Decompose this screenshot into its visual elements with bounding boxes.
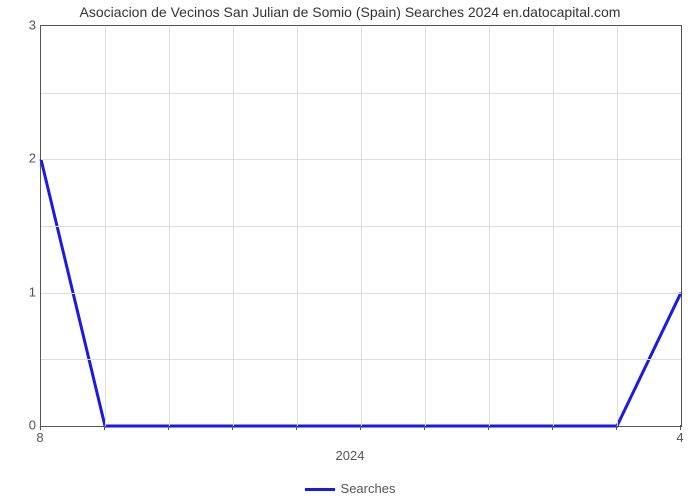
grid-line-vertical — [361, 26, 362, 426]
x-tick-mark — [424, 425, 425, 430]
legend-label: Searches — [341, 481, 396, 496]
y-tick-label: 3 — [6, 18, 36, 33]
x-tick-label-left: 8 — [36, 430, 43, 445]
x-tick-label-right: 4 — [676, 430, 683, 445]
x-tick-mark — [488, 425, 489, 430]
x-tick-mark — [360, 425, 361, 430]
x-tick-mark — [296, 425, 297, 430]
grid-line-vertical — [425, 26, 426, 426]
grid-line-vertical — [617, 26, 618, 426]
grid-line-vertical — [169, 26, 170, 426]
grid-line-vertical — [489, 26, 490, 426]
x-axis-label: 2024 — [0, 448, 700, 463]
chart-title: Asociacion de Vecinos San Julian de Somi… — [0, 4, 700, 20]
x-tick-mark — [232, 425, 233, 430]
y-tick-label: 1 — [6, 284, 36, 299]
legend: Searches — [0, 481, 700, 496]
y-tick-label: 0 — [6, 418, 36, 433]
grid-line-vertical — [233, 26, 234, 426]
grid-line-vertical — [297, 26, 298, 426]
x-tick-mark — [552, 425, 553, 430]
x-tick-mark — [616, 425, 617, 430]
plot-area — [40, 25, 682, 427]
grid-line-vertical — [105, 26, 106, 426]
x-tick-mark — [168, 425, 169, 430]
grid-line-vertical — [553, 26, 554, 426]
legend-swatch — [305, 488, 335, 491]
y-tick-label: 2 — [6, 151, 36, 166]
x-tick-mark — [104, 425, 105, 430]
